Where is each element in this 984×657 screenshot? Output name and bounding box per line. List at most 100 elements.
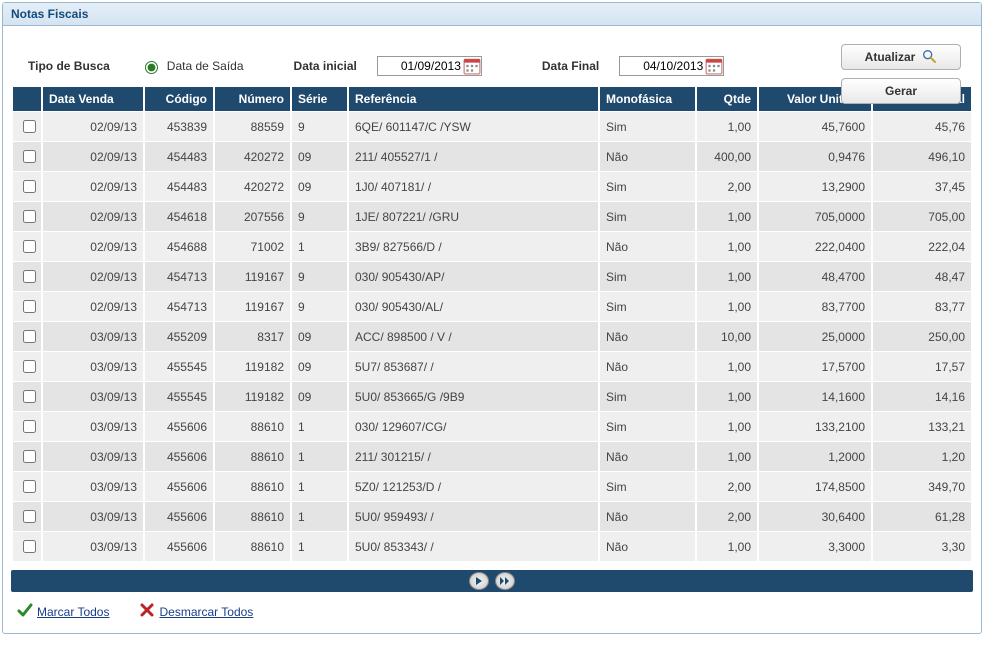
marcar-todos-link[interactable]: Marcar Todos (17, 602, 109, 621)
table-row[interactable]: 03/09/134556068861015Z0/ 121253/D /Sim2,… (13, 472, 971, 501)
cell-mono: Não (600, 442, 695, 471)
calendar-icon[interactable] (463, 57, 481, 75)
cell-qtde: 1,00 (697, 202, 757, 231)
table-row[interactable]: 02/09/13454483420272091J0/ 407181/ /Sim2… (13, 172, 971, 201)
cell-mono: Não (600, 532, 695, 561)
row-checkbox[interactable] (23, 150, 36, 163)
cell-mono: Sim (600, 472, 695, 501)
table-row[interactable]: 02/09/1345461820755691JE/ 807221/ /GRUSi… (13, 202, 971, 231)
cell-data: 03/09/13 (43, 502, 143, 531)
col-qtde[interactable]: Qtde (697, 87, 757, 111)
next-page-icon[interactable] (469, 572, 489, 590)
cell-numero: 119182 (215, 352, 290, 381)
cell-data: 02/09/13 (43, 112, 143, 141)
col-codigo[interactable]: Código (145, 87, 213, 111)
cell-qtde: 1,00 (697, 262, 757, 291)
cell-data: 02/09/13 (43, 172, 143, 201)
marcar-todos-label: Marcar Todos (37, 605, 109, 619)
cell-ref: 030/ 905430/AL/ (349, 292, 598, 321)
row-checkbox[interactable] (23, 480, 36, 493)
table-row[interactable]: 02/09/134547131191679030/ 905430/AP/Sim1… (13, 262, 971, 291)
cell-ref: 5Z0/ 121253/D / (349, 472, 598, 501)
cell-codigo: 454618 (145, 202, 213, 231)
cell-vt: 48,47 (873, 262, 971, 291)
table-row[interactable]: 03/09/13455545119182095U7/ 853687/ /Não1… (13, 352, 971, 381)
row-checkbox[interactable] (23, 330, 36, 343)
notas-fiscais-panel: Notas Fiscais Tipo de Busca Data de Saíd… (2, 2, 982, 634)
atualizar-button[interactable]: Atualizar (841, 44, 961, 70)
row-checkbox[interactable] (23, 210, 36, 223)
col-data-venda[interactable]: Data Venda (43, 87, 143, 111)
table-row[interactable]: 03/09/13455606886101211/ 301215/ /Não1,0… (13, 442, 971, 471)
table-row[interactable]: 03/09/13455209831709ACC/ 898500 / V /Não… (13, 322, 971, 351)
desmarcar-todos-link[interactable]: Desmarcar Todos (139, 602, 253, 621)
data-final-label: Data Final (542, 59, 599, 73)
cell-numero: 88610 (215, 532, 290, 561)
cell-serie: 09 (292, 382, 347, 411)
search-icon (921, 48, 937, 67)
cell-qtde: 1,00 (697, 112, 757, 141)
radio-data-saida-input[interactable] (145, 61, 158, 74)
row-checkbox[interactable] (23, 360, 36, 373)
cell-vu: 222,0400 (759, 232, 871, 261)
table-row[interactable]: 02/09/1345448342027209211/ 405527/1 /Não… (13, 142, 971, 171)
col-serie[interactable]: Série (292, 87, 347, 111)
cell-vu: 133,2100 (759, 412, 871, 441)
col-monofasica[interactable]: Monofásica (600, 87, 695, 111)
row-checkbox[interactable] (23, 510, 36, 523)
cell-mono: Não (600, 322, 695, 351)
row-checkbox-cell (13, 442, 41, 471)
cell-ref: 211/ 405527/1 / (349, 142, 598, 171)
row-checkbox-cell (13, 262, 41, 291)
col-numero[interactable]: Número (215, 87, 290, 111)
last-page-icon[interactable] (495, 572, 515, 590)
cell-ref: 5U0/ 853665/G /9B9 (349, 382, 598, 411)
cell-vu: 0,9476 (759, 142, 871, 171)
row-checkbox[interactable] (23, 390, 36, 403)
row-checkbox[interactable] (23, 450, 36, 463)
cell-numero: 88610 (215, 442, 290, 471)
cell-codigo: 455209 (145, 322, 213, 351)
check-icon (17, 602, 33, 621)
cell-vu: 25,0000 (759, 322, 871, 351)
cell-mono: Sim (600, 262, 695, 291)
calendar-icon[interactable] (705, 57, 723, 75)
row-checkbox[interactable] (23, 300, 36, 313)
gerar-button[interactable]: Gerar (841, 78, 961, 104)
table-row[interactable]: 02/09/134547131191679030/ 905430/AL/Sim1… (13, 292, 971, 321)
radio-data-saida-label: Data de Saída (167, 59, 244, 73)
cell-codigo: 453839 (145, 112, 213, 141)
cell-numero: 88610 (215, 502, 290, 531)
table-row[interactable]: 02/09/134546887100213B9/ 827566/D /Não1,… (13, 232, 971, 261)
row-checkbox[interactable] (23, 240, 36, 253)
row-checkbox[interactable] (23, 180, 36, 193)
cell-ref: 5U0/ 959493/ / (349, 502, 598, 531)
data-final-input[interactable] (620, 57, 705, 75)
cell-vu: 13,2900 (759, 172, 871, 201)
table-row[interactable]: 03/09/13455606886101030/ 129607/CG/Sim1,… (13, 412, 971, 441)
row-checkbox-cell (13, 352, 41, 381)
table-row[interactable]: 03/09/13455545119182095U0/ 853665/G /9B9… (13, 382, 971, 411)
data-inicial-input[interactable] (378, 57, 463, 75)
row-checkbox[interactable] (23, 120, 36, 133)
x-icon (139, 602, 155, 621)
row-checkbox[interactable] (23, 540, 36, 553)
col-referencia[interactable]: Referência (349, 87, 598, 111)
row-checkbox[interactable] (23, 270, 36, 283)
row-checkbox[interactable] (23, 420, 36, 433)
cell-numero: 8317 (215, 322, 290, 351)
cell-serie: 1 (292, 532, 347, 561)
cell-vu: 3,3000 (759, 532, 871, 561)
cell-ref: 030/ 129607/CG/ (349, 412, 598, 441)
cell-qtde: 1,00 (697, 352, 757, 381)
cell-vt: 705,00 (873, 202, 971, 231)
table-row[interactable]: 03/09/134556068861015U0/ 853343/ /Não1,0… (13, 532, 971, 561)
cell-numero: 88610 (215, 472, 290, 501)
cell-serie: 1 (292, 502, 347, 531)
table-row[interactable]: 03/09/134556068861015U0/ 959493/ /Não2,0… (13, 502, 971, 531)
cell-qtde: 1,00 (697, 532, 757, 561)
row-checkbox-cell (13, 202, 41, 231)
table-row[interactable]: 02/09/134538398855996QE/ 601147/C /YSWSi… (13, 112, 971, 141)
tipo-busca-label: Tipo de Busca (28, 59, 110, 73)
radio-data-saida[interactable]: Data de Saída (140, 58, 244, 74)
